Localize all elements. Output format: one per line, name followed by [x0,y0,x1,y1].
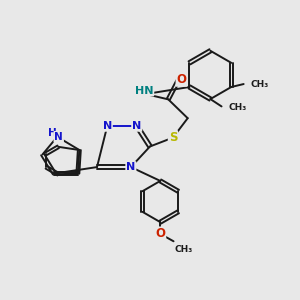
Text: HN: HN [135,85,153,95]
Text: CH₃: CH₃ [250,80,268,88]
Text: CH₃: CH₃ [174,245,192,254]
Text: N: N [103,121,112,131]
Text: O: O [155,227,165,240]
Text: CH₃: CH₃ [228,103,246,112]
Text: N: N [126,162,136,172]
Text: S: S [169,131,177,144]
Text: N: N [132,121,141,131]
Text: O: O [176,73,187,86]
Text: H: H [48,128,56,138]
Text: N: N [54,132,63,142]
